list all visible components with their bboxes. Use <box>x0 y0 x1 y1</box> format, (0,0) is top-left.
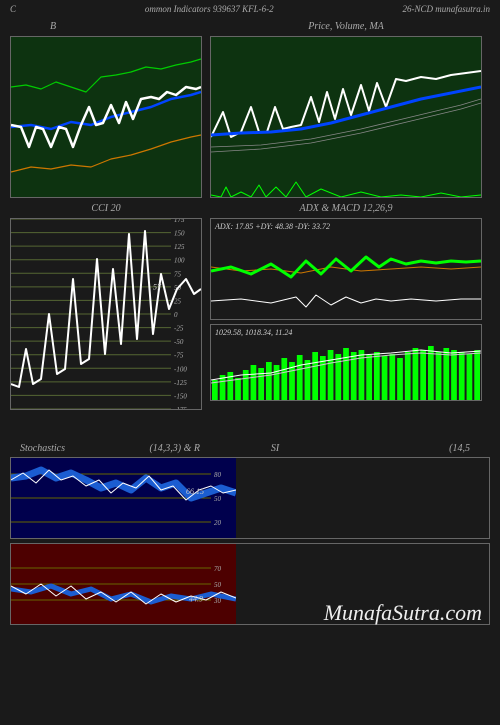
rsi-title-left: SI <box>200 443 350 454</box>
macd-svg: 1029.58, 1018.34, 11.24 <box>211 325 481 400</box>
cci-svg: 1751501251007550250-25-50-75-100-125-150… <box>11 219 201 409</box>
macd-panel: 1029.58, 1018.34, 11.24 <box>210 324 482 401</box>
svg-text:25: 25 <box>174 297 182 305</box>
row-1: B Price, Volume, MA <box>0 18 500 198</box>
adx-macd-stack: ADX: 17.85 +DY: 48.38 -DY: 33.72 1029.58… <box>210 218 482 401</box>
header-center: ommon Indicators 939637 KFL-6-2 <box>145 4 274 14</box>
svg-text:50: 50 <box>214 495 222 503</box>
stoch-svg: 80 50 20 66.15 <box>11 458 236 538</box>
stoch-title-right: (14,3,3) & R <box>70 443 200 454</box>
adx-panel: ADX: 17.85 +DY: 48.38 -DY: 33.72 <box>210 218 482 320</box>
cci-panel: 1751501251007550250-25-50-75-100-125-150… <box>10 218 202 410</box>
adx-macd-title: ADX & MACD 12,26,9 <box>210 200 482 218</box>
svg-text:150: 150 <box>174 230 185 238</box>
stoch-panel: 80 50 20 66.15 <box>10 457 490 539</box>
bollinger-chart: B <box>10 18 202 198</box>
svg-text:75: 75 <box>174 270 182 278</box>
svg-text:-175: -175 <box>174 406 187 409</box>
header-left: C <box>10 4 16 14</box>
svg-text:125: 125 <box>174 243 185 251</box>
price-ma-title: Price, Volume, MA <box>210 18 482 36</box>
svg-text:ADX: 17.85 +DY: 48.38 -DY: 33: ADX: 17.85 +DY: 48.38 -DY: 33.72 <box>214 222 330 231</box>
svg-text:66.15: 66.15 <box>186 487 204 496</box>
bollinger-panel <box>10 36 202 198</box>
svg-text:-75: -75 <box>174 352 184 360</box>
svg-text:50: 50 <box>214 581 222 589</box>
svg-text:70: 70 <box>214 565 222 573</box>
cci-chart: CCI 20 1751501251007550250-25-50-75-100-… <box>10 200 202 410</box>
watermark: MunafaSutra.com <box>324 600 482 626</box>
price-ma-svg <box>211 37 481 197</box>
svg-text:-125: -125 <box>174 379 187 387</box>
svg-text:-50: -50 <box>174 338 184 346</box>
row-3: Stochastics (14,3,3) & R SI (14,5 80 50 20… <box>0 440 500 625</box>
svg-text:-150: -150 <box>174 392 187 400</box>
svg-text:-25: -25 <box>174 325 184 333</box>
svg-text:100: 100 <box>174 257 185 265</box>
svg-text:80: 80 <box>214 471 222 479</box>
price-ma-panel <box>210 36 482 198</box>
cci-title: CCI 20 <box>10 200 202 218</box>
stoch-title-left: Stochastics <box>10 443 70 454</box>
bollinger-svg <box>11 37 201 197</box>
svg-text:175: 175 <box>174 219 185 224</box>
svg-text:1029.58, 1018.34, 11.24: 1029.58, 1018.34, 11.24 <box>215 328 292 337</box>
svg-text:-100: -100 <box>174 365 187 373</box>
svg-text:0: 0 <box>174 311 178 319</box>
svg-text:20: 20 <box>214 519 222 527</box>
header-right: 26-NCD munafasutra.in <box>402 4 490 14</box>
price-ma-chart: Price, Volume, MA <box>210 18 482 198</box>
svg-text:57: 57 <box>153 282 162 291</box>
stoch-rsi-stack: Stochastics (14,3,3) & R SI (14,5 80 50 20… <box>10 440 490 625</box>
adx-macd-chart: ADX & MACD 12,26,9 ADX: 17.85 +DY: 48.38… <box>210 200 482 410</box>
adx-svg: ADX: 17.85 +DY: 48.38 -DY: 33.72 <box>211 219 481 319</box>
bollinger-title: B <box>10 18 202 36</box>
row-2: CCI 20 1751501251007550250-25-50-75-100-… <box>0 200 500 410</box>
page-header: C ommon Indicators 939637 KFL-6-2 26-NCD… <box>0 0 500 16</box>
rsi-title-right: (14,5 <box>350 443 490 454</box>
rsi-svg: 70503044.9 <box>11 544 236 624</box>
svg-text:44.9: 44.9 <box>189 595 203 604</box>
